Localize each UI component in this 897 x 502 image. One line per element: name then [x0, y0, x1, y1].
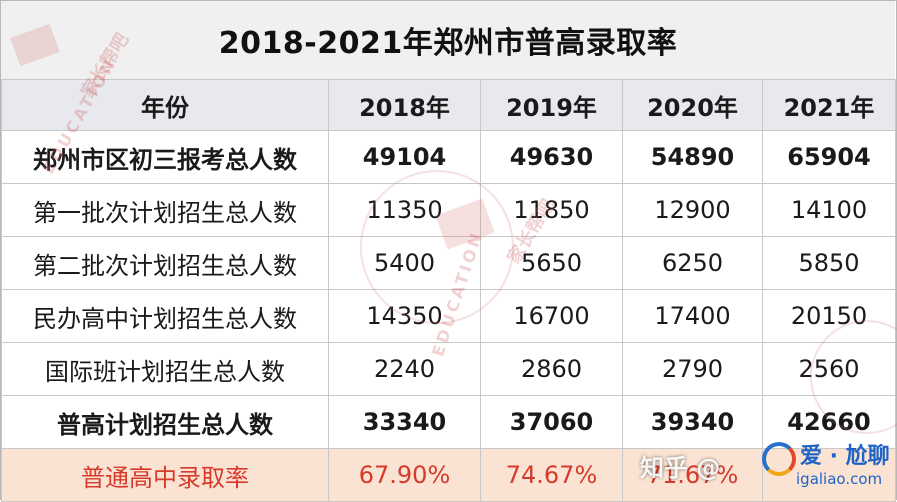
cell-2019: 37060 — [480, 395, 623, 449]
cell-2018: 49104 — [328, 130, 481, 184]
cell-2020: 17400 — [622, 289, 763, 343]
cell-2020: 12900 — [622, 183, 763, 237]
cell-2019: 74.67% — [480, 448, 623, 502]
cell-2021: 5850 — [762, 236, 896, 290]
cell-2019: 11850 — [480, 183, 623, 237]
table-title: 2018-2021年郑州市普高录取率 — [1, 1, 895, 79]
header-cell-2018: 2018年 — [328, 79, 481, 131]
row-label: 郑州市区初三报考总人数 — [1, 130, 329, 184]
table-header-row: 年份 2018年 2019年 2020年 2021年 — [1, 79, 896, 131]
cell-2020: 54890 — [622, 130, 763, 184]
table-row-total-applicants: 郑州市区初三报考总人数 49104 49630 54890 65904 — [1, 130, 896, 184]
cell-2020: 71.67% — [622, 448, 763, 502]
header-cell-2019: 2019年 — [480, 79, 623, 131]
table-row-private-schools: 民办高中计划招生总人数 14350 16700 17400 20150 — [1, 289, 896, 343]
row-label: 普高计划招生总人数 — [1, 395, 329, 449]
cell-2021 — [762, 448, 896, 502]
table-row-first-batch: 第一批次计划招生总人数 11350 11850 12900 14100 — [1, 183, 896, 237]
cell-2020: 39340 — [622, 395, 763, 449]
cell-2018: 14350 — [328, 289, 481, 343]
cell-2021: 42660 — [762, 395, 896, 449]
cell-2019: 49630 — [480, 130, 623, 184]
table-row-second-batch: 第二批次计划招生总人数 5400 5650 6250 5850 — [1, 236, 896, 290]
cell-2021: 20150 — [762, 289, 896, 343]
cell-2019: 16700 — [480, 289, 623, 343]
cell-2018: 5400 — [328, 236, 481, 290]
cell-2021: 14100 — [762, 183, 896, 237]
row-label: 普通高中录取率 — [1, 448, 329, 502]
table-row-international: 国际班计划招生总人数 2240 2860 2790 2560 — [1, 342, 896, 396]
row-label: 第一批次计划招生总人数 — [1, 183, 329, 237]
cell-2021: 65904 — [762, 130, 896, 184]
cell-2020: 2790 — [622, 342, 763, 396]
header-cell-2021: 2021年 — [762, 79, 896, 131]
row-label: 国际班计划招生总人数 — [1, 342, 329, 396]
cell-2018: 11350 — [328, 183, 481, 237]
cell-2019: 5650 — [480, 236, 623, 290]
header-cell-year: 年份 — [1, 79, 329, 131]
row-label: 民办高中计划招生总人数 — [1, 289, 329, 343]
table-row-total-plan: 普高计划招生总人数 33340 37060 39340 42660 — [1, 395, 896, 449]
cell-2020: 6250 — [622, 236, 763, 290]
header-cell-2020: 2020年 — [622, 79, 763, 131]
cell-2018: 67.90% — [328, 448, 481, 502]
row-label: 第二批次计划招生总人数 — [1, 236, 329, 290]
cell-2018: 33340 — [328, 395, 481, 449]
cell-2019: 2860 — [480, 342, 623, 396]
cell-2018: 2240 — [328, 342, 481, 396]
enrollment-rate-table: 年份 2018年 2019年 2020年 2021年 郑州市区初三报考总人数 4… — [1, 79, 896, 502]
table-row-admission-rate: 普通高中录取率 67.90% 74.67% 71.67% — [1, 448, 896, 502]
cell-2021: 2560 — [762, 342, 896, 396]
